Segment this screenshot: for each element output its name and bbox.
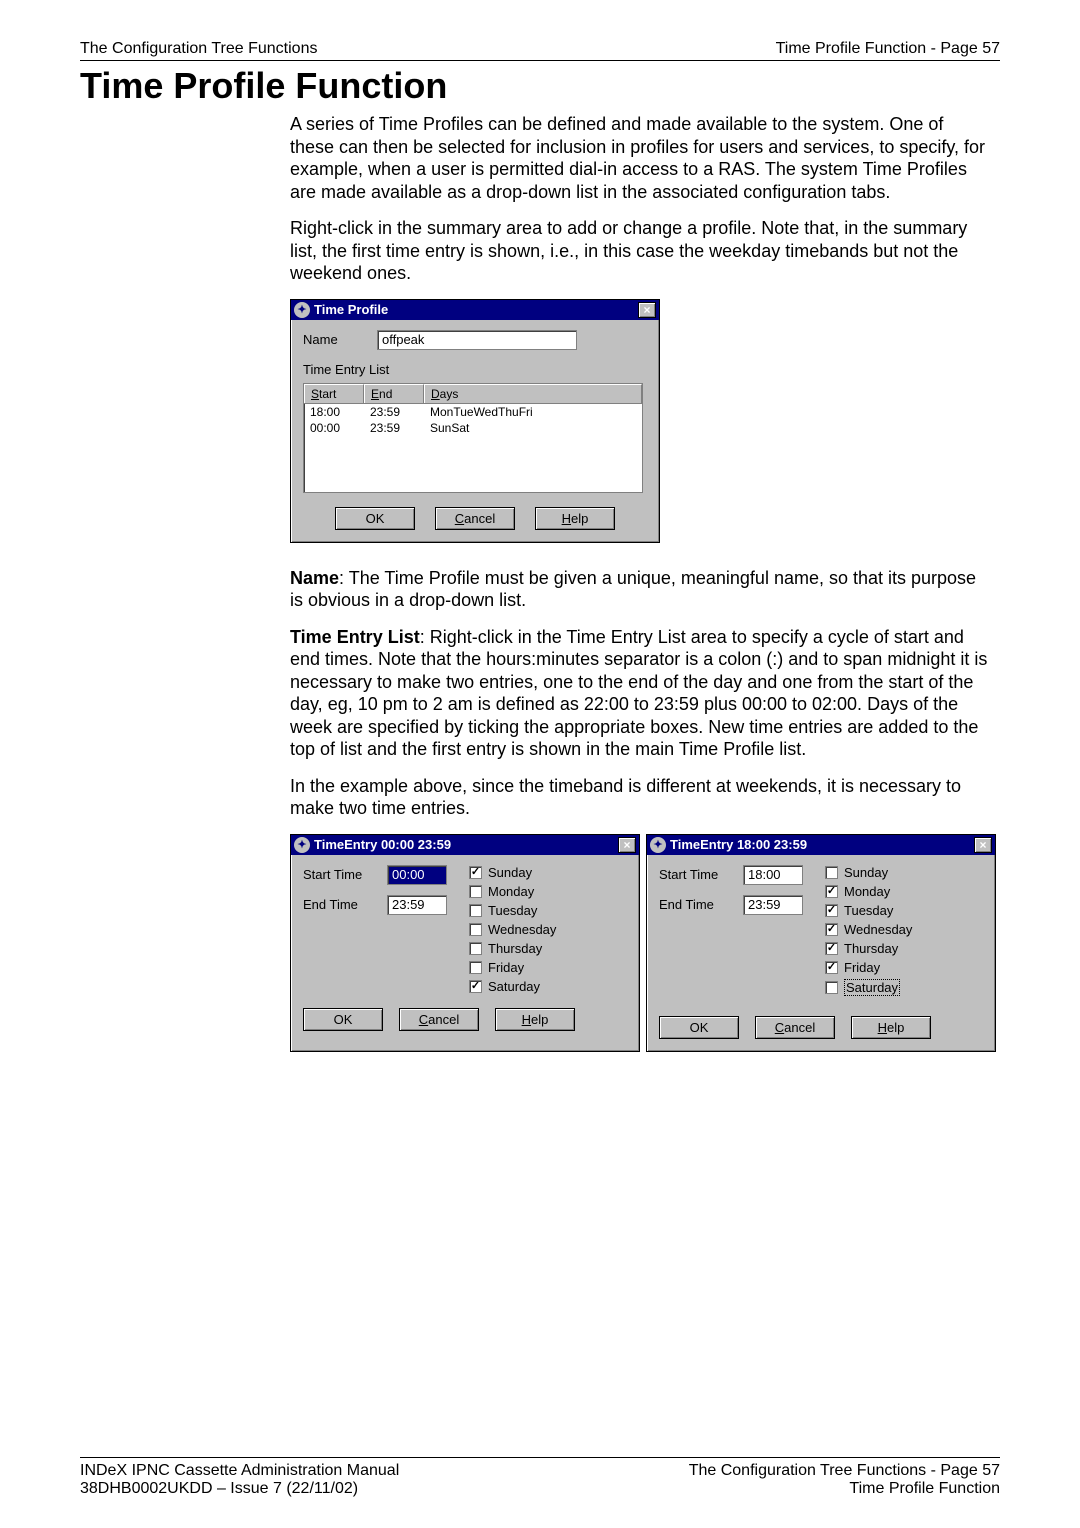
wednesday-label: Wednesday [844,922,912,937]
saturday-checkbox[interactable] [825,981,838,994]
saturday-label: Saturday [844,979,900,996]
page-footer: INDeX IPNC Cassette Administration Manua… [80,1457,1000,1498]
saturday-label: Saturday [488,979,540,994]
cancel-button[interactable]: Cancel [755,1016,835,1039]
paragraph-2: Right-click in the summary area to add o… [290,217,990,285]
cancel-button[interactable]: Cancel [399,1008,479,1031]
monday-label: Monday [488,884,534,899]
col-days: ays [440,387,459,401]
footer-right-1: The Configuration Tree Functions - Page … [689,1462,1000,1480]
friday-label: Friday [844,960,880,975]
ok-button[interactable]: OK [335,507,415,530]
name-label: Name [303,332,363,347]
tel-bold: Time Entry List [290,627,420,647]
dialog-title: Time Profile [314,302,388,317]
footer-left-2: 38DHB0002UKDD – Issue 7 (22/11/02) [80,1480,399,1498]
sunday-checkbox[interactable] [825,866,838,879]
sunday-checkbox[interactable] [469,866,482,879]
days-group: Sunday Monday Tuesday Wednesday Thursday… [825,865,912,1000]
page-header: The Configuration Tree Functions Time Pr… [80,40,1000,61]
page-title: Time Profile Function [80,65,1000,107]
thursday-checkbox[interactable] [825,942,838,955]
paragraph-1: A series of Time Profiles can be defined… [290,113,990,203]
app-icon: ✦ [294,302,310,318]
dialog-titlebar: ✦ TimeEntry 18:00 23:59 × [647,835,995,855]
end-time-label: End Time [303,897,373,912]
start-time-input[interactable] [387,865,447,885]
app-icon: ✦ [294,837,310,853]
close-icon[interactable]: × [638,302,656,318]
ok-button[interactable]: OK [659,1016,739,1039]
wednesday-label: Wednesday [488,922,556,937]
time-entry-list[interactable]: Start End Days 18:00 23:59 MonTueWedThuF… [303,383,643,493]
list-row[interactable]: 00:00 23:59 SunSat [304,420,642,436]
dialog-title: TimeEntry 18:00 23:59 [670,837,807,852]
dialog-titlebar: ✦ TimeEntry 00:00 23:59 × [291,835,639,855]
end-time-input[interactable] [743,895,803,915]
start-time-label: Start Time [303,867,373,882]
close-icon[interactable]: × [618,837,636,853]
friday-checkbox[interactable] [469,961,482,974]
col-end: nd [379,387,392,401]
end-time-label: End Time [659,897,729,912]
help-button[interactable]: Help [495,1008,575,1031]
wednesday-checkbox[interactable] [825,923,838,936]
name-bold: Name [290,568,339,588]
cancel-button[interactable]: Cancel [435,507,515,530]
app-icon: ✦ [650,837,666,853]
paragraph-4: Time Entry List: Right-click in the Time… [290,626,990,761]
saturday-checkbox[interactable] [469,980,482,993]
thursday-checkbox[interactable] [469,942,482,955]
time-entry-list-label: Time Entry List [303,362,647,377]
tuesday-label: Tuesday [488,903,537,918]
monday-checkbox[interactable] [469,885,482,898]
dialog-title: TimeEntry 00:00 23:59 [314,837,451,852]
col-start: tart [319,387,336,401]
header-left: The Configuration Tree Functions [80,40,317,58]
thursday-label: Thursday [488,941,542,956]
wednesday-checkbox[interactable] [469,923,482,936]
footer-right-2: Time Profile Function [689,1480,1000,1498]
tuesday-label: Tuesday [844,903,893,918]
time-entry-dialog-2: ✦ TimeEntry 18:00 23:59 × Start Time End… [646,834,996,1052]
sunday-label: Sunday [488,865,532,880]
paragraph-3: Name: The Time Profile must be given a u… [290,567,990,612]
monday-label: Monday [844,884,890,899]
thursday-label: Thursday [844,941,898,956]
list-row[interactable]: 18:00 23:59 MonTueWedThuFri [304,404,642,420]
start-time-label: Start Time [659,867,729,882]
help-button[interactable]: Help [851,1016,931,1039]
name-desc: : The Time Profile must be given a uniqu… [290,568,976,611]
header-right: Time Profile Function - Page 57 [776,40,1000,58]
monday-checkbox[interactable] [825,885,838,898]
paragraph-5: In the example above, since the timeband… [290,775,990,820]
time-profile-dialog: ✦ Time Profile × Name Time Entry List St… [290,299,660,543]
tuesday-checkbox[interactable] [469,904,482,917]
days-group: Sunday Monday Tuesday Wednesday Thursday… [469,865,556,998]
dialog-titlebar: ✦ Time Profile × [291,300,659,320]
sunday-label: Sunday [844,865,888,880]
friday-checkbox[interactable] [825,961,838,974]
list-header: Start End Days [304,384,642,404]
start-time-input[interactable] [743,865,803,885]
friday-label: Friday [488,960,524,975]
footer-left-1: INDeX IPNC Cassette Administration Manua… [80,1462,399,1480]
close-icon[interactable]: × [974,837,992,853]
name-input[interactable] [377,330,577,350]
tuesday-checkbox[interactable] [825,904,838,917]
time-entry-dialog-1: ✦ TimeEntry 00:00 23:59 × Start Time End… [290,834,640,1052]
help-button[interactable]: Help [535,507,615,530]
ok-button[interactable]: OK [303,1008,383,1031]
end-time-input[interactable] [387,895,447,915]
